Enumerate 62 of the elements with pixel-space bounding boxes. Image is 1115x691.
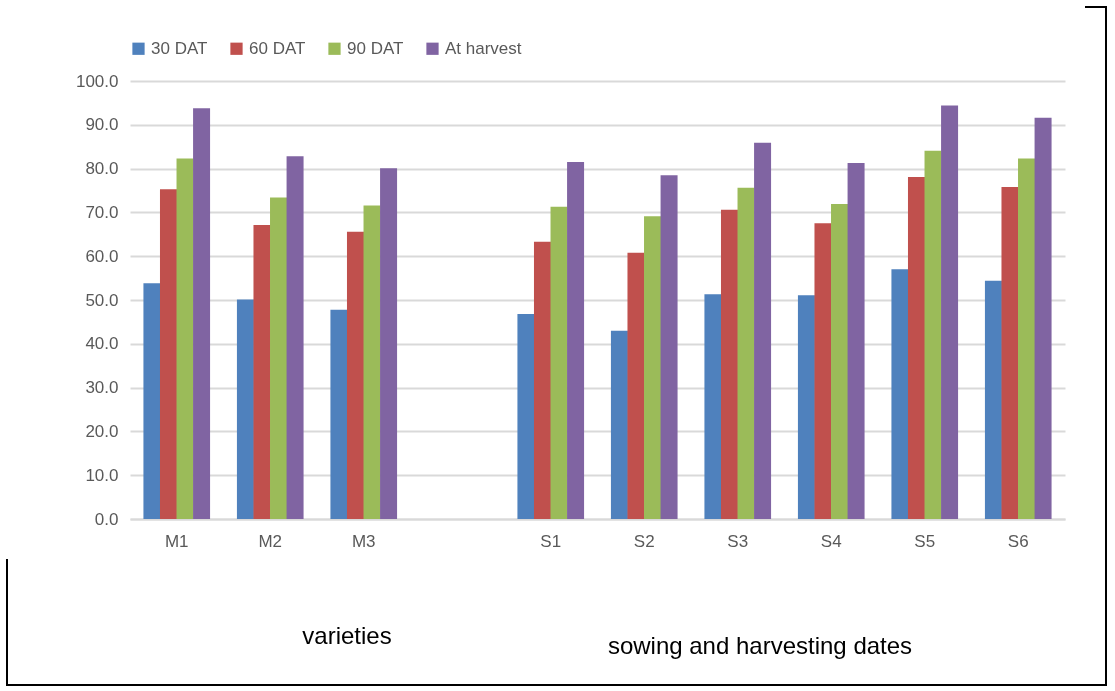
- y-tick-label: 80.0: [85, 159, 119, 179]
- bar: [363, 205, 381, 519]
- x-tick-label: S5: [914, 531, 936, 551]
- bar: [533, 241, 551, 519]
- x-tick-label: S6: [1007, 531, 1029, 551]
- bar: [1001, 187, 1019, 519]
- bar: [627, 252, 645, 519]
- bar: [814, 223, 832, 519]
- bar: [143, 283, 161, 519]
- bar: [1018, 158, 1036, 519]
- legend-label: 90 DAT: [347, 38, 404, 58]
- bar: [253, 225, 271, 519]
- y-tick-label: 70.0: [85, 202, 119, 222]
- bar: [907, 176, 925, 519]
- bar: [831, 204, 849, 519]
- x-tick-label: S2: [633, 531, 655, 551]
- bar: [924, 150, 942, 519]
- bar: [567, 162, 585, 519]
- y-tick-label: 50.0: [85, 290, 119, 310]
- bar: [891, 269, 909, 519]
- x-tick-label: S3: [727, 531, 749, 551]
- legend-label: 30 DAT: [151, 38, 208, 58]
- bar: [847, 162, 865, 519]
- y-tick-label: 40.0: [85, 334, 119, 354]
- x-tick-label: M1: [164, 531, 189, 551]
- bar: [754, 142, 772, 519]
- y-tick-label: 20.0: [85, 421, 119, 441]
- bar: [193, 108, 211, 519]
- bar: [704, 294, 722, 519]
- text: sowing and harvesting dates: [607, 632, 913, 660]
- x-tick-label: M3: [351, 531, 376, 551]
- x-tick-label: M2: [258, 531, 283, 551]
- bar: [660, 175, 678, 519]
- y-tick-label: 10.0: [85, 465, 119, 485]
- bar: [330, 309, 348, 519]
- x-tick-label: S1: [540, 531, 562, 551]
- x-tick-label: S4: [820, 531, 842, 551]
- bar: [346, 231, 364, 519]
- bar: [176, 158, 194, 519]
- bar: [797, 295, 815, 519]
- bar: [941, 105, 959, 519]
- legend-label: At harvest: [445, 38, 522, 58]
- bar: [550, 206, 568, 519]
- legend-label: 60 DAT: [249, 38, 306, 58]
- y-tick-label: 90.0: [85, 115, 119, 135]
- y-tick-label: 30.0: [85, 378, 119, 398]
- bar: [984, 280, 1002, 519]
- bar: [517, 314, 535, 519]
- bar: [380, 168, 398, 519]
- text: varieties: [302, 622, 392, 650]
- bar: [610, 330, 628, 519]
- bar: [1034, 117, 1052, 519]
- bar: [270, 197, 288, 519]
- bar: [737, 187, 755, 519]
- y-tick-label: 100.0: [75, 71, 119, 91]
- bar: [720, 209, 738, 519]
- y-tick-label: 60.0: [85, 246, 119, 266]
- y-tick-label: 0.0: [94, 509, 119, 529]
- bar: [286, 156, 304, 519]
- bar: [644, 216, 662, 519]
- bar: [159, 189, 177, 519]
- bar: [236, 299, 254, 519]
